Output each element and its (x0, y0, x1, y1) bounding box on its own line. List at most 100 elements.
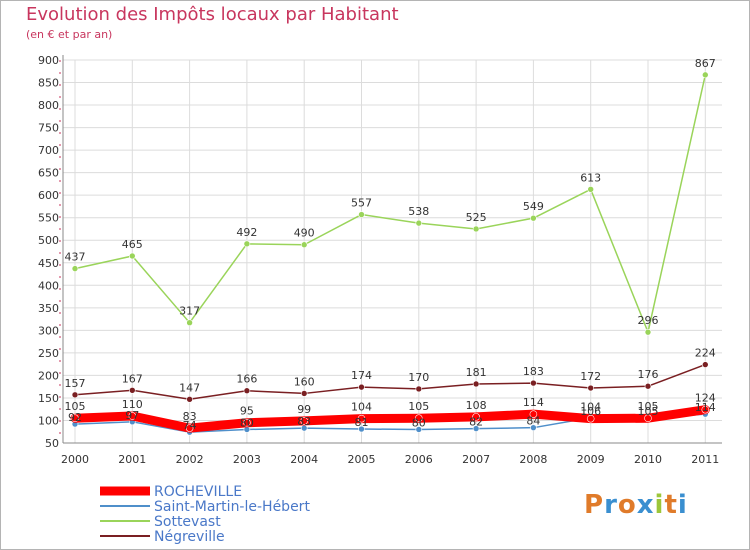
y-tick-label: 750 (38, 122, 59, 135)
data-label: 105 (408, 400, 429, 413)
data-point (243, 387, 251, 395)
logo-letter: r (604, 490, 618, 520)
data-label: 83 (297, 415, 311, 428)
data-point (129, 252, 136, 260)
data-label: 80 (412, 416, 426, 429)
data-point (472, 425, 480, 432)
data-label: 867 (695, 57, 716, 70)
data-point (530, 379, 537, 387)
logo-letter: P (584, 490, 605, 520)
data-label: 92 (68, 411, 82, 424)
plot-area (63, 60, 722, 443)
y-tick-label: 100 (38, 414, 59, 427)
data-label: 525 (466, 211, 487, 224)
data-label: 549 (523, 200, 544, 213)
data-label: 99 (297, 403, 311, 416)
data-point (586, 414, 595, 423)
data-label: 437 (65, 251, 86, 264)
data-point (300, 241, 308, 249)
series-line-2 (74, 74, 707, 333)
data-point (243, 418, 251, 427)
data-point (644, 382, 652, 390)
data-point (128, 412, 137, 420)
data-label: 613 (580, 171, 601, 184)
x-tick-label: 2002 (176, 453, 204, 466)
data-label: 183 (523, 365, 544, 378)
data-label: 176 (638, 368, 659, 381)
data-point (129, 386, 136, 394)
data-point (701, 361, 709, 368)
y-tick-label: 600 (38, 189, 59, 202)
chart-subtitle: (en € et par an) (26, 28, 113, 41)
x-tick-label: 2000 (61, 453, 89, 466)
data-label: 160 (294, 375, 315, 388)
x-tick-label: 2011 (691, 453, 719, 466)
data-label: 181 (466, 366, 487, 379)
data-label: 105 (638, 405, 659, 418)
data-label: 317 (179, 305, 200, 318)
axes: 50 100 150 200 250 300 350 400 450 500 550 600 650 70… (38, 54, 722, 466)
series-layer (70, 71, 710, 436)
data-point (71, 391, 79, 399)
data-label: 224 (695, 347, 716, 360)
y-tick-label: 150 (38, 392, 59, 405)
data-label: 104 (351, 401, 372, 414)
data-point (243, 240, 251, 248)
y-tick-label: 700 (38, 144, 59, 157)
data-point (71, 265, 79, 272)
series-line-0 (70, 405, 710, 433)
x-tick-label: 2009 (577, 453, 605, 466)
logo-letter: i (677, 490, 688, 520)
x-tick-label: 2010 (634, 453, 662, 466)
data-label: 538 (408, 205, 429, 218)
y-tick-label: 800 (38, 99, 59, 112)
y-tick-label: 350 (38, 302, 59, 315)
grid (63, 59, 722, 444)
y-tick-label: 850 (38, 77, 59, 90)
data-point (530, 424, 537, 431)
data-point (701, 405, 710, 414)
legend: ROCHEVILLESaint-Martin-le-HébertSottevas… (100, 484, 310, 545)
data-label: 490 (294, 227, 315, 240)
data-label: 80 (240, 416, 254, 429)
logo-letter: i (654, 490, 665, 520)
data-label: 557 (351, 197, 372, 210)
legend-label: Négreville (154, 529, 225, 545)
proxiti-logo: Proxiti (584, 490, 688, 520)
data-label: 106 (580, 405, 601, 418)
data-label: 157 (65, 377, 86, 390)
data-label: 172 (580, 370, 601, 383)
logo-letter: o (617, 490, 637, 520)
data-label: 83 (183, 410, 197, 423)
data-point (472, 225, 480, 233)
data-label: 81 (355, 416, 369, 429)
data-point (186, 319, 193, 326)
data-label: 104 (580, 401, 601, 414)
data-label: 147 (179, 381, 200, 394)
x-tick-label: 2008 (519, 453, 547, 466)
data-point (358, 211, 365, 218)
data-label: 97 (125, 409, 139, 422)
data-label: 84 (526, 415, 540, 428)
data-point (529, 410, 538, 418)
legend-label: Sottevast (154, 514, 221, 530)
data-point (530, 214, 537, 222)
data-label: 105 (65, 400, 86, 413)
data-label: 167 (122, 372, 143, 385)
x-tick-label: 2001 (118, 453, 146, 466)
data-label: 110 (122, 398, 143, 411)
data-point (644, 328, 652, 336)
data-label: 465 (122, 238, 143, 251)
x-tick-label: 2004 (290, 453, 318, 466)
data-label: 166 (236, 373, 257, 386)
data-label: 174 (351, 369, 372, 382)
x-tick-label: 2003 (233, 453, 261, 466)
data-label: 95 (240, 405, 254, 418)
data-point (185, 424, 194, 432)
data-point (644, 414, 652, 423)
y-tick-label: 50 (45, 437, 59, 450)
data-point (357, 414, 366, 423)
data-point (300, 390, 308, 397)
data-label: 108 (466, 399, 487, 412)
